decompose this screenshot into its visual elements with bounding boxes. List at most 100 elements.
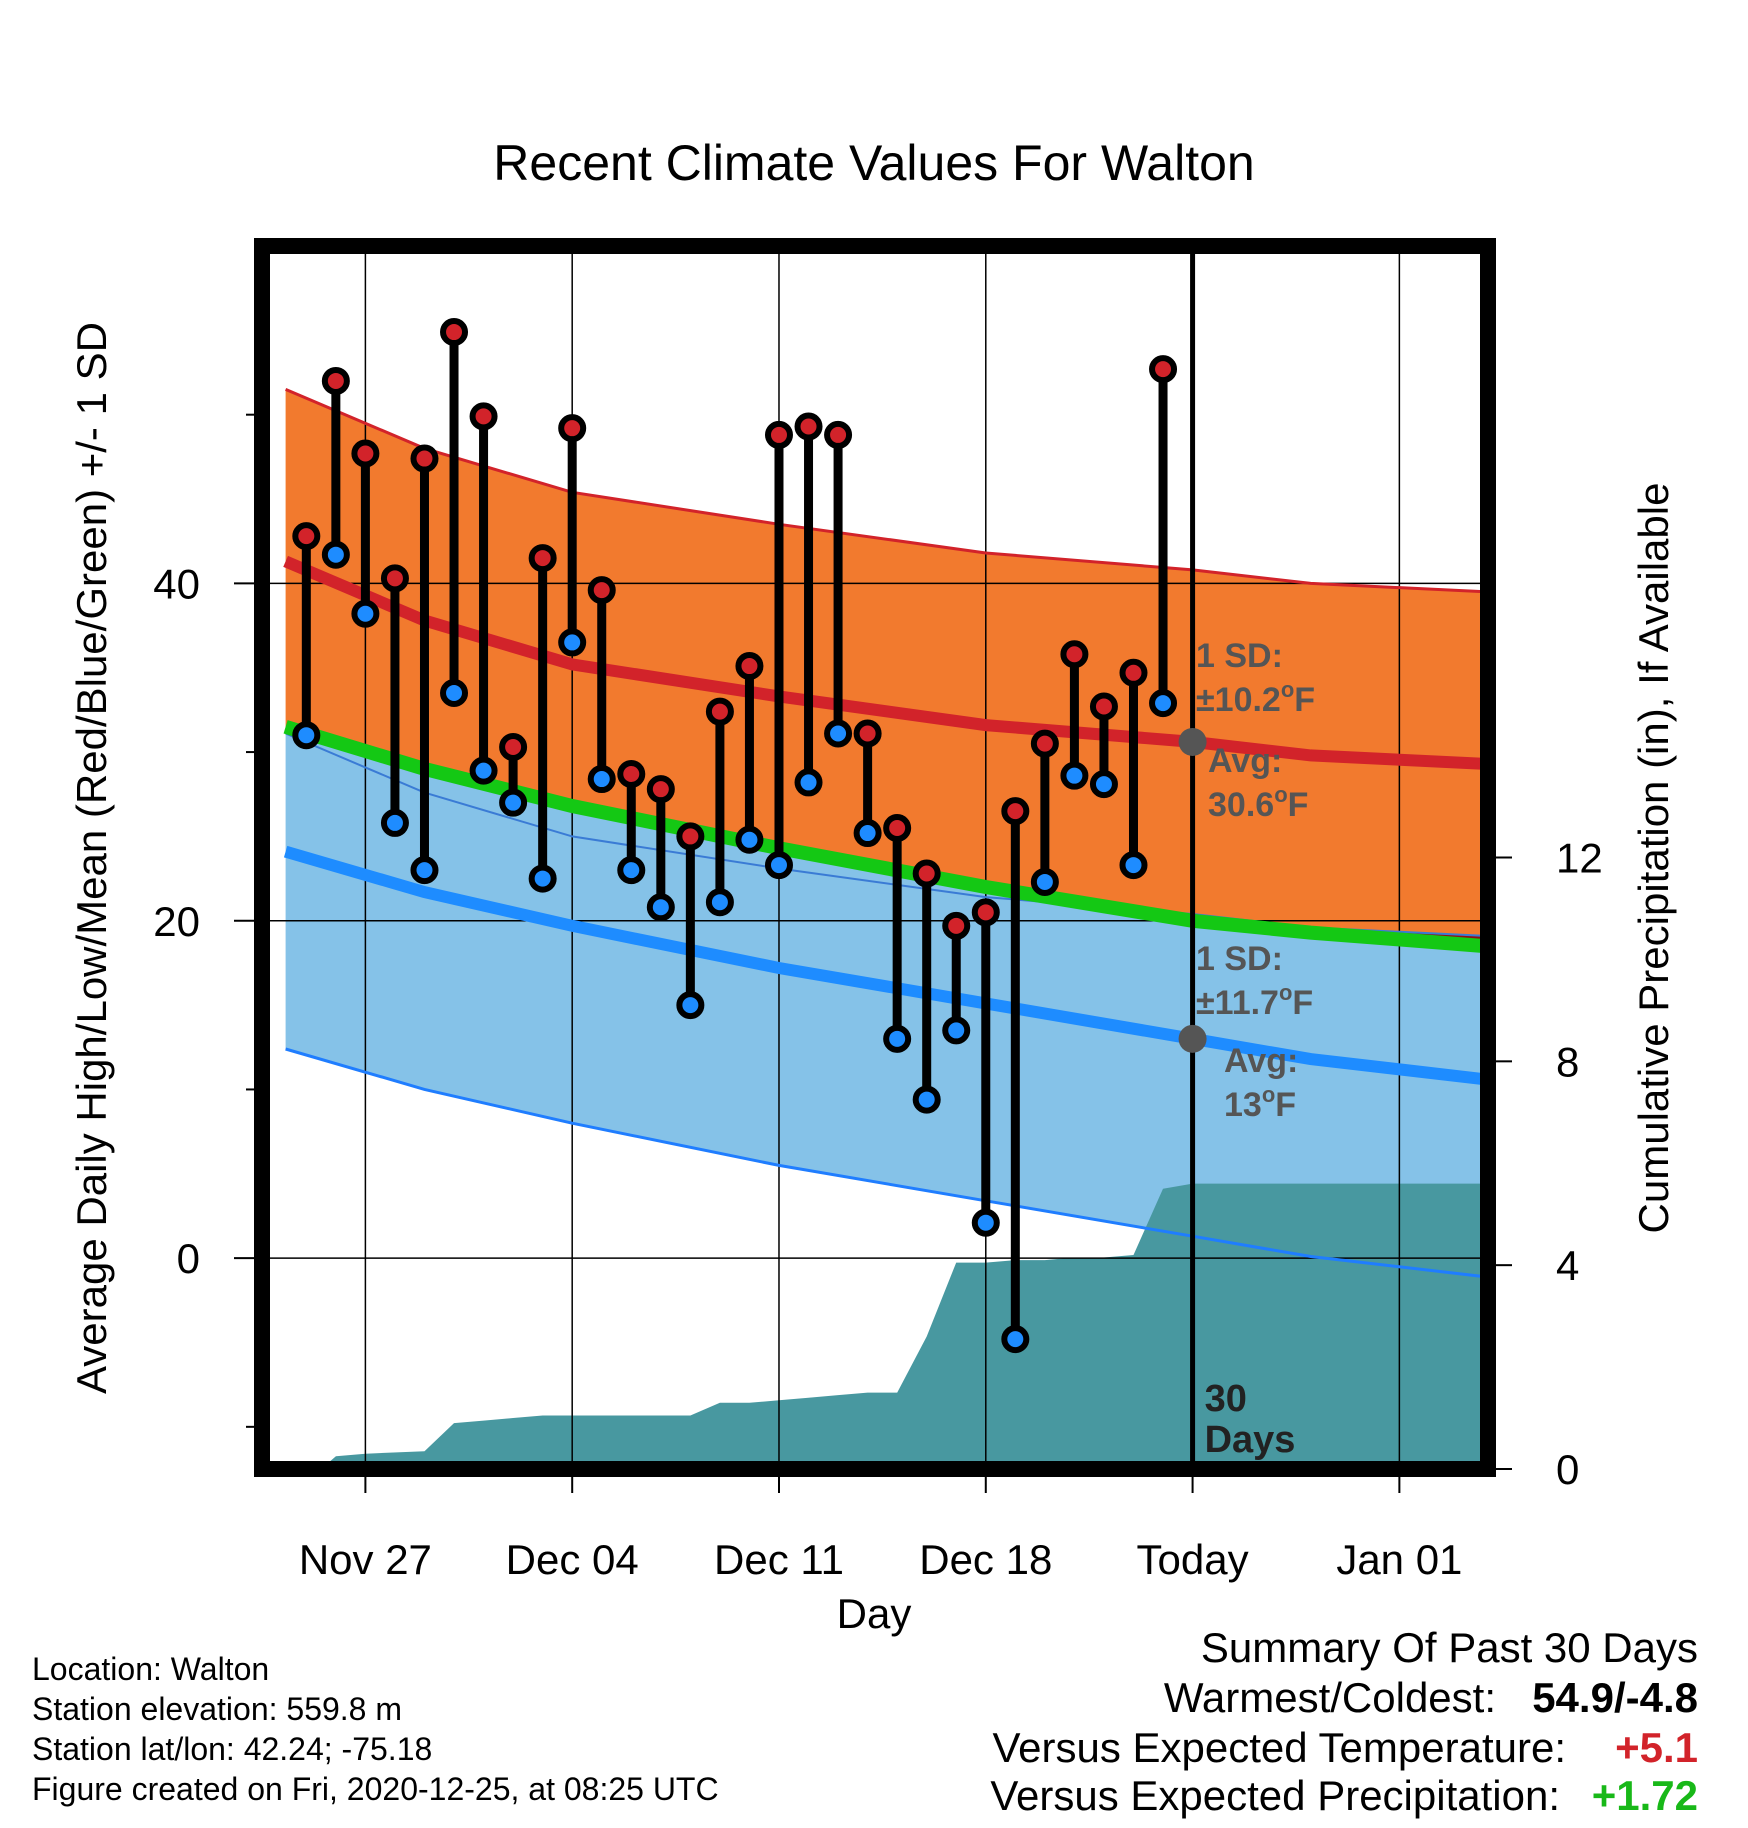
y-tick-label: 40 [153, 560, 200, 607]
high-avg-label-line2: 30.6oF [1208, 782, 1308, 824]
low-lower-sd-line [285, 1047, 1486, 1279]
obs-low-point [1001, 1325, 1030, 1354]
obs-low-point [528, 864, 557, 893]
x-tick-label: Dec 11 [714, 1536, 844, 1583]
high-sd-label-line2: ±10.2oF [1196, 677, 1315, 719]
high-avg-label-unit: F [1288, 786, 1309, 824]
obs-high-point [469, 402, 498, 431]
obs-high-point [558, 414, 587, 443]
normal-lines [283, 388, 1486, 1279]
obs-high-point [1001, 797, 1030, 826]
x-tick-label: Dec 18 [919, 1536, 1052, 1583]
x-tick-label: Nov 27 [299, 1536, 432, 1583]
obs-high-point [735, 652, 764, 681]
location-text: Location: Walton [32, 1651, 269, 1687]
high-avg-label-degree: o [1274, 782, 1287, 807]
obs-high-point [1060, 640, 1089, 669]
x-axis-label: Day [837, 1590, 912, 1637]
precip-value: +1.72 [1592, 1772, 1698, 1819]
today-label-line2: Days [1205, 1419, 1296, 1461]
obs-high-point [321, 366, 350, 395]
low-sd-band [285, 726, 1486, 1277]
obs-high-point [912, 859, 941, 888]
obs-low-point [912, 1085, 941, 1114]
obs-high-point [528, 544, 557, 573]
y-axis-ticks: 0 20 40 [153, 413, 254, 1428]
obs-high-point [499, 733, 528, 762]
low-avg-label-degree: o [1262, 1082, 1275, 1107]
obs-low-point [558, 628, 587, 657]
y-tick-label: 20 [153, 898, 200, 945]
obs-low-point [1030, 867, 1059, 896]
obs-low-point [380, 808, 409, 837]
obs-low-point [764, 851, 793, 880]
precip-area [262, 1183, 1488, 1469]
obs-high-point [1089, 692, 1118, 721]
obs-low-point [587, 765, 616, 794]
obs-high-point [705, 697, 734, 726]
obs-low-point [1149, 689, 1178, 718]
low-sd-label-value: ±11.7 [1196, 984, 1279, 1022]
low-sd-label-line1: 1 SD: [1196, 940, 1283, 978]
obs-high-point [764, 420, 793, 449]
summary-panel: Summary Of Past 30 Days Warmest/Coldest:… [990, 1624, 1698, 1819]
temp-value: +5.1 [1615, 1724, 1698, 1771]
low-sd-label-degree: o [1279, 980, 1292, 1005]
station-info: Location: Walton Station elevation: 559.… [32, 1651, 719, 1807]
obs-high-point [617, 759, 646, 788]
elevation-text: Station elevation: 559.8 m [32, 1691, 402, 1727]
obs-high-point [824, 420, 853, 449]
obs-high-point [1149, 355, 1178, 384]
chart-title: Recent Climate Values For Walton [493, 135, 1254, 191]
obs-high-point [380, 564, 409, 593]
today-high-avg-dot [1178, 727, 1207, 756]
y2-tick-label: 0 [1556, 1446, 1579, 1493]
temp-label: Versus Expected Temperature: [992, 1724, 1566, 1771]
today-low-avg-dot [1178, 1024, 1207, 1053]
obs-low-point [646, 893, 675, 922]
high-avg-label-line1: Avg: [1208, 742, 1282, 780]
obs-low-point [321, 540, 350, 569]
obs-low-point [1089, 770, 1118, 799]
high-upper-sd-line [285, 388, 1486, 594]
warmest-label: Warmest/Coldest: [1164, 1674, 1496, 1721]
obs-high-point [587, 576, 616, 605]
x-tick-label: Today [1137, 1536, 1249, 1583]
summary-heading: Summary Of Past 30 Days [1201, 1624, 1698, 1671]
obs-high-point [971, 898, 1000, 927]
obs-high-point [676, 822, 705, 851]
y2-axis-ticks: 0 4 8 12 [1496, 835, 1603, 1493]
obs-low-point [410, 856, 439, 885]
obs-low-point [617, 856, 646, 885]
obs-high-point [794, 412, 823, 441]
high-sd-label-line1: 1 SD: [1196, 637, 1283, 675]
obs-low-point [883, 1024, 912, 1053]
low-avg-label-line1: Avg: [1224, 1042, 1298, 1080]
x-tick-label: Jan 01 [1336, 1536, 1462, 1583]
obs-low-point [942, 1016, 971, 1045]
obs-low-point [794, 768, 823, 797]
created-text: Figure created on Fri, 2020-12-25, at 08… [32, 1771, 719, 1807]
obs-low-point [705, 888, 734, 917]
y2-tick-label: 4 [1556, 1242, 1579, 1289]
obs-low-point [440, 679, 469, 708]
high-sd-label-value: ±10.2 [1196, 681, 1281, 719]
obs-low-point [469, 756, 498, 785]
latlon-text: Station lat/lon: 42.24; -75.18 [32, 1731, 432, 1767]
obs-high-point [942, 911, 971, 940]
obs-low-point [1060, 761, 1089, 790]
obs-high-point [292, 522, 321, 551]
obs-high-point [853, 719, 882, 748]
precip-label: Versus Expected Precipitation: [990, 1772, 1560, 1819]
obs-high-point [1030, 729, 1059, 758]
low-avg-line [283, 845, 1486, 1086]
obs-low-point [1119, 851, 1148, 880]
obs-low-point [351, 599, 380, 628]
warmest-value: 54.9/-4.8 [1532, 1674, 1698, 1721]
low-sd-label-line2: ±11.7oF [1196, 980, 1313, 1022]
today-label-line1: 30 [1205, 1378, 1247, 1420]
daily-observations [292, 318, 1178, 1354]
